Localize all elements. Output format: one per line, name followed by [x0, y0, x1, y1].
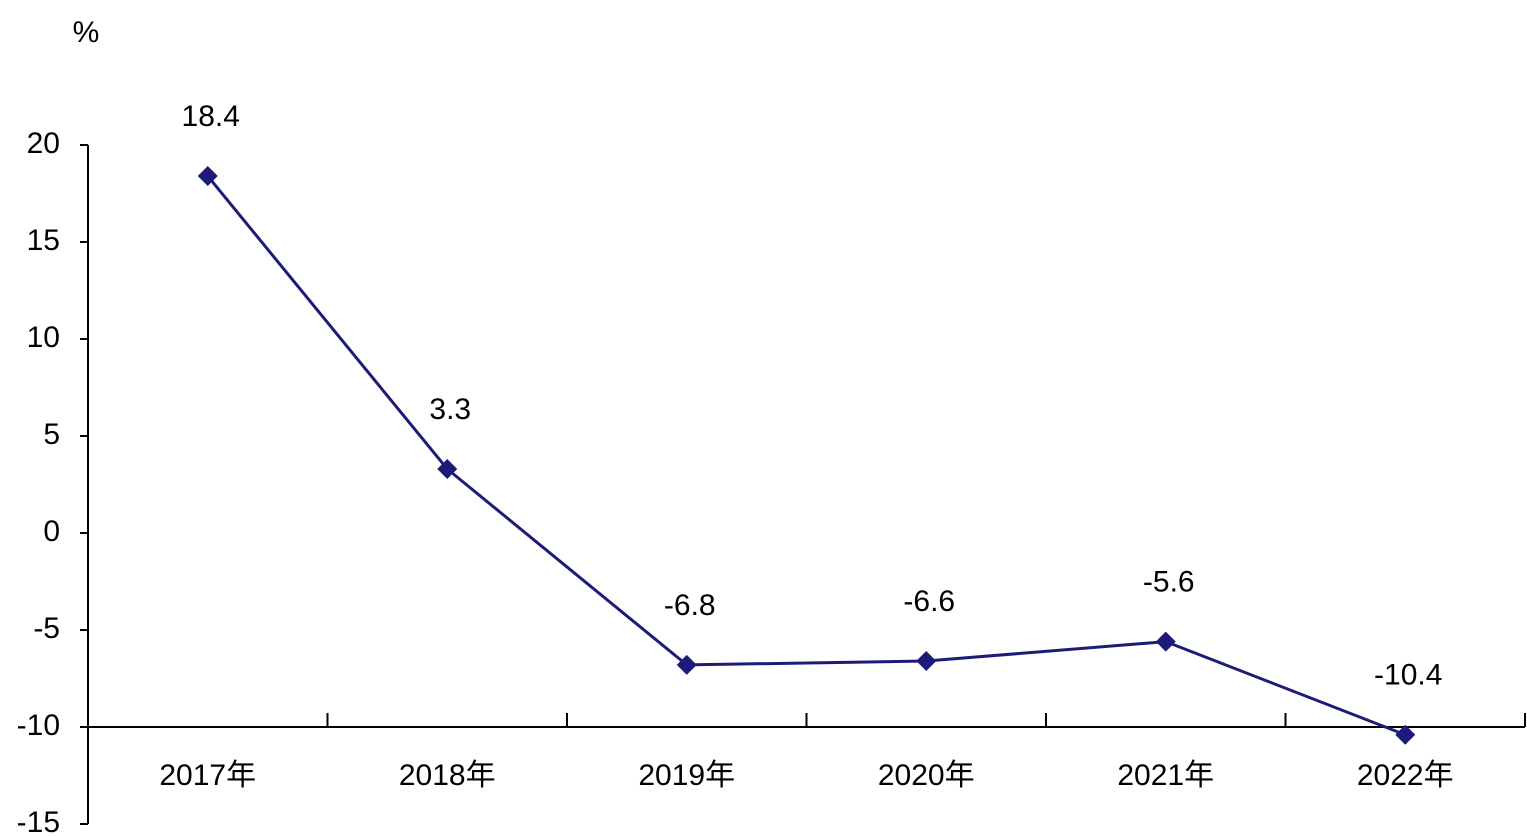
y-tick-label: -10	[17, 709, 60, 742]
data-label: -6.8	[664, 589, 716, 622]
y-axis-unit: %	[73, 16, 100, 49]
data-label: 18.4	[182, 100, 240, 133]
y-tick-label: 15	[27, 224, 60, 257]
marker	[1395, 724, 1416, 745]
marker	[437, 458, 458, 479]
x-tick-label: 2018年	[399, 759, 496, 792]
marker	[676, 654, 697, 675]
x-tick-label: 2022年	[1357, 759, 1454, 792]
y-tick-label: 10	[27, 321, 60, 354]
data-label: -10.4	[1374, 659, 1442, 692]
y-tick-label: 0	[43, 515, 60, 548]
data-label: -5.6	[1143, 566, 1195, 599]
x-tick-label: 2020年	[878, 759, 975, 792]
y-tick-label: 5	[43, 418, 60, 451]
y-tick-label: 20	[27, 127, 60, 160]
line	[206, 175, 1406, 737]
marker	[916, 651, 937, 672]
x-tick-label: 2019年	[638, 759, 735, 792]
marker	[197, 166, 218, 187]
marker	[1155, 631, 1176, 652]
x-tick-label: 2017年	[159, 759, 256, 792]
data-label: 3.3	[429, 393, 471, 426]
data-label: -6.6	[903, 585, 955, 618]
x-tick-label: 2021年	[1117, 759, 1214, 792]
y-tick-label: -15	[17, 806, 60, 836]
y-tick-label: -5	[33, 612, 60, 645]
